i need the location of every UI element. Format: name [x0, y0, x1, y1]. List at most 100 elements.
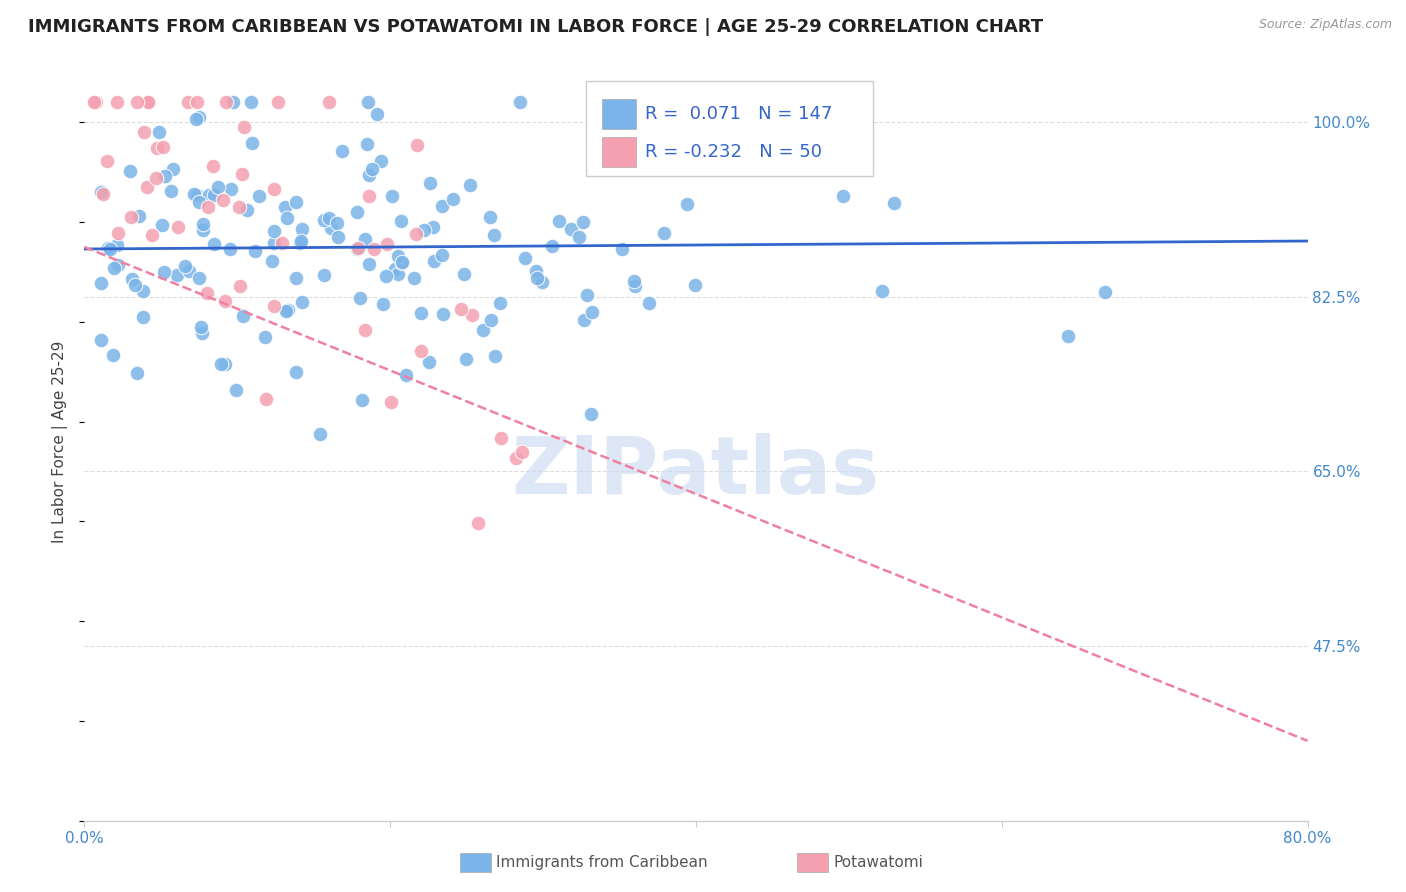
- Point: [347, 241, 370, 255]
- Point: [121, 271, 143, 285]
- Point: [467, 516, 489, 530]
- Point: [277, 302, 299, 317]
- Point: [285, 194, 308, 209]
- Point: [568, 230, 591, 244]
- Point: [482, 228, 505, 243]
- Point: [132, 310, 155, 325]
- Point: [232, 309, 254, 323]
- Point: [360, 161, 382, 176]
- Point: [638, 296, 661, 310]
- Point: [484, 350, 506, 364]
- Point: [90, 276, 112, 290]
- Point: [312, 213, 335, 227]
- Point: [105, 95, 128, 110]
- Point: [177, 264, 200, 278]
- Point: [412, 223, 434, 237]
- Point: [274, 304, 297, 318]
- Point: [228, 201, 250, 215]
- Point: [83, 95, 105, 110]
- Point: [391, 256, 413, 270]
- Point: [128, 209, 150, 223]
- Point: [419, 176, 441, 190]
- Point: [260, 254, 283, 268]
- Point: [202, 160, 225, 174]
- Point: [214, 357, 236, 371]
- Point: [191, 223, 214, 237]
- Point: [479, 210, 502, 224]
- Point: [97, 242, 120, 256]
- Point: [370, 153, 392, 168]
- Point: [138, 95, 160, 110]
- Point: [187, 195, 209, 210]
- Point: [384, 262, 406, 277]
- Point: [359, 168, 381, 182]
- Point: [387, 267, 409, 281]
- Point: [765, 149, 787, 163]
- Point: [285, 271, 308, 285]
- Point: [132, 125, 155, 139]
- Point: [371, 297, 394, 311]
- Point: [489, 431, 512, 445]
- Point: [624, 278, 647, 293]
- Point: [96, 154, 118, 169]
- Point: [318, 95, 340, 110]
- Point: [547, 214, 569, 228]
- Point: [188, 110, 211, 124]
- Point: [103, 261, 125, 276]
- Point: [619, 122, 641, 136]
- Point: [184, 112, 207, 126]
- Point: [229, 278, 252, 293]
- Point: [247, 189, 270, 203]
- Point: [245, 244, 267, 258]
- Text: R =  0.071   N = 147: R = 0.071 N = 147: [644, 105, 832, 123]
- Point: [411, 306, 433, 320]
- Text: R = -0.232   N = 50: R = -0.232 N = 50: [644, 143, 821, 161]
- Point: [107, 258, 129, 272]
- Point: [222, 95, 245, 110]
- Point: [395, 368, 418, 382]
- Point: [150, 218, 173, 232]
- Point: [321, 220, 343, 235]
- Point: [461, 309, 484, 323]
- Point: [188, 271, 211, 285]
- Point: [375, 268, 398, 283]
- Point: [240, 136, 263, 150]
- Text: Source: ZipAtlas.com: Source: ZipAtlas.com: [1258, 18, 1392, 31]
- Point: [239, 95, 262, 110]
- Point: [375, 237, 398, 252]
- Point: [579, 407, 602, 421]
- Point: [581, 304, 603, 318]
- Point: [422, 220, 444, 235]
- Point: [450, 302, 472, 317]
- Point: [160, 184, 183, 198]
- Point: [290, 234, 312, 248]
- Point: [135, 180, 157, 194]
- Point: [290, 294, 312, 309]
- Point: [190, 319, 212, 334]
- Text: Immigrants from Caribbean: Immigrants from Caribbean: [496, 855, 709, 870]
- Point: [219, 242, 242, 256]
- Point: [271, 236, 294, 251]
- Point: [405, 227, 427, 241]
- Point: [312, 268, 335, 282]
- Point: [152, 265, 174, 279]
- Point: [101, 348, 124, 362]
- Point: [231, 167, 253, 181]
- Point: [402, 271, 425, 285]
- Point: [381, 189, 404, 203]
- Point: [571, 214, 593, 228]
- Point: [432, 307, 454, 321]
- Point: [209, 357, 232, 371]
- Bar: [602, 136, 636, 167]
- Point: [233, 120, 256, 135]
- Point: [263, 182, 285, 196]
- Point: [357, 257, 380, 271]
- Point: [576, 288, 599, 302]
- Point: [389, 214, 412, 228]
- Point: [356, 137, 378, 152]
- Point: [530, 275, 553, 289]
- Point: [197, 200, 219, 214]
- Point: [560, 221, 582, 235]
- Point: [225, 383, 247, 397]
- Point: [432, 199, 454, 213]
